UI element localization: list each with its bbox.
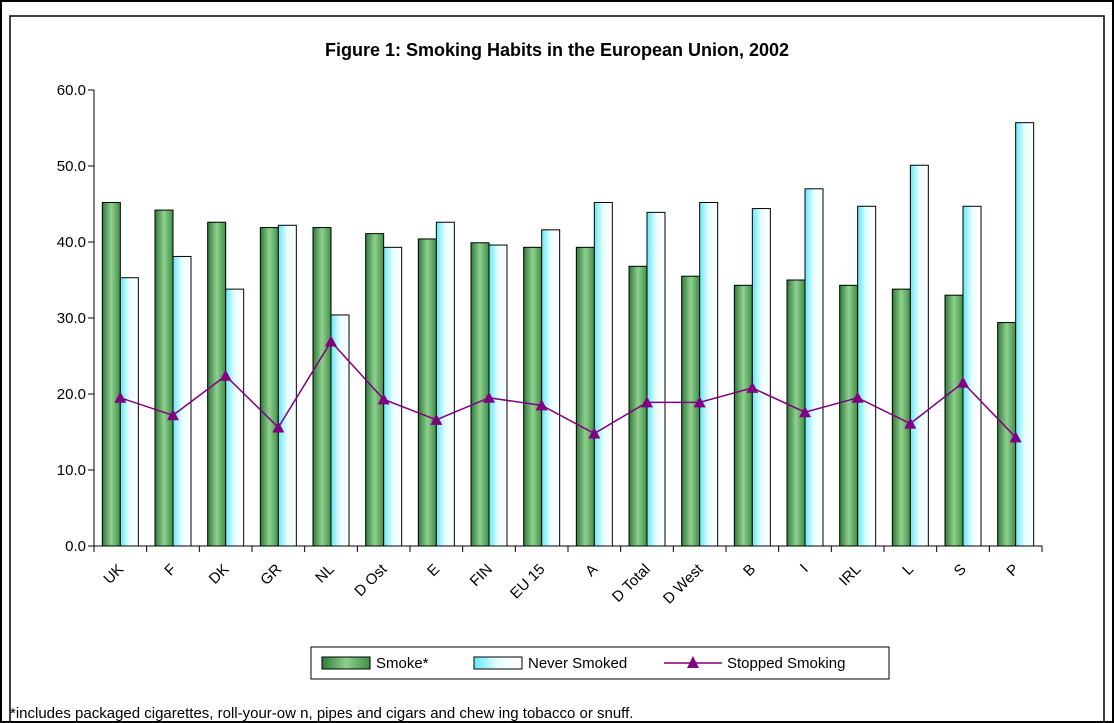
bar-never-smoked xyxy=(857,205,877,547)
legend-box xyxy=(310,646,890,680)
legend-swatch-smoke xyxy=(321,656,371,670)
marker-stopped-smoking xyxy=(693,396,706,408)
marker-stopped-smoking xyxy=(588,427,601,439)
bar-smoke xyxy=(891,288,911,547)
bar-never-smoked xyxy=(435,221,455,547)
legend-label-stopped-smoking: Stopped Smoking xyxy=(727,655,845,672)
chart-title: Figure 1: Smoking Habits in the European… xyxy=(325,40,789,60)
marker-stopped-smoking xyxy=(957,376,969,388)
bar-smoke xyxy=(681,275,701,547)
bar-smoke xyxy=(259,227,279,547)
y-tick-label: 10.0 xyxy=(57,462,86,479)
bar-never-smoked xyxy=(1015,122,1035,547)
bar-never-smoked xyxy=(383,246,403,547)
bar-smoke xyxy=(575,246,595,547)
y-tick-label: 60.0 xyxy=(57,82,86,99)
bar-smoke xyxy=(944,294,964,547)
marker-stopped-smoking xyxy=(851,391,864,403)
bar-never-smoked xyxy=(488,244,508,547)
marker-stopped-smoking xyxy=(483,391,495,403)
marker-stopped-smoking xyxy=(272,421,285,433)
marker-stopped-smoking xyxy=(746,381,759,393)
legend-marker-stopped-smoking xyxy=(687,656,699,668)
marker-stopped-smoking xyxy=(167,409,179,421)
bar-smoke xyxy=(839,284,859,547)
bar-smoke xyxy=(101,201,121,547)
marker-stopped-smoking xyxy=(114,391,127,403)
bar-smoke xyxy=(312,227,332,547)
y-tick-label: 20.0 xyxy=(57,386,86,403)
marker-stopped-smoking xyxy=(1009,431,1022,443)
bar-never-smoked xyxy=(646,211,666,547)
bar-smoke xyxy=(207,221,227,547)
bar-smoke xyxy=(733,284,753,547)
legend: Smoke* Never Smoked Stopped Smoking xyxy=(310,646,890,680)
footnote: *includes packaged cigarettes, roll-your… xyxy=(10,705,633,722)
chart-border xyxy=(9,15,1105,723)
bar-never-smoked xyxy=(751,208,771,547)
bar-never-smoked xyxy=(909,164,929,547)
marker-stopped-smoking xyxy=(219,369,232,381)
bar-never-smoked xyxy=(804,188,824,547)
legend-label-never-smoked: Never Smoked xyxy=(528,655,627,672)
line-stopped-smoking xyxy=(120,340,1017,438)
marker-stopped-smoking xyxy=(641,396,653,408)
y-tick-label: 30.0 xyxy=(57,310,86,327)
marker-stopped-smoking xyxy=(325,335,337,347)
bar-never-smoked xyxy=(330,314,350,547)
marker-stopped-smoking xyxy=(535,399,548,411)
bar-never-smoked xyxy=(172,255,192,547)
bar-smoke xyxy=(523,246,543,547)
bar-never-smoked xyxy=(541,229,561,547)
marker-stopped-smoking xyxy=(799,406,811,418)
bar-never-smoked xyxy=(593,201,613,547)
bar-smoke xyxy=(470,242,490,547)
marker-stopped-smoking xyxy=(430,413,443,425)
bar-smoke xyxy=(417,238,437,547)
bar-never-smoked xyxy=(699,201,719,547)
bar-never-smoked xyxy=(962,205,982,547)
bar-never-smoked xyxy=(225,288,245,547)
bar-never-smoked xyxy=(277,224,297,547)
legend-label-smoke: Smoke* xyxy=(376,655,429,672)
legend-swatch-never-smoked xyxy=(473,656,523,670)
y-tick-label: 0.0 xyxy=(65,538,86,555)
bar-smoke xyxy=(154,209,174,547)
marker-stopped-smoking xyxy=(377,393,390,405)
y-tick-label: 50.0 xyxy=(57,158,86,175)
marker-stopped-smoking xyxy=(904,417,917,429)
y-tick-label: 40.0 xyxy=(57,234,86,251)
bar-never-smoked xyxy=(119,277,139,547)
